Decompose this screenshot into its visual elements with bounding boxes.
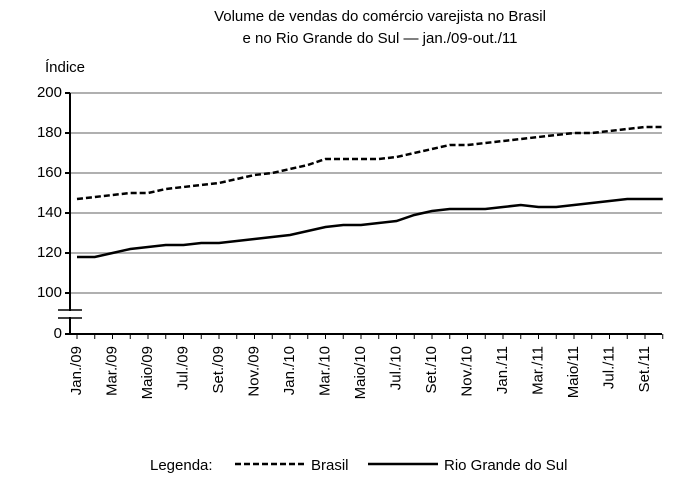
x-tick-label: Jan./10: [281, 346, 298, 395]
x-tick-label: Jan./09: [68, 346, 85, 395]
chart-title: Volume de vendas do comércio varejista n…: [214, 8, 546, 25]
x-tick-label: Jan./11: [494, 346, 511, 394]
axis-break-gap: [67, 311, 73, 317]
x-tick-label: Mar./09: [103, 346, 120, 396]
x-tick-label: Nov./10: [458, 346, 475, 397]
x-tick-label: Mar./10: [316, 346, 333, 396]
series-line: [77, 197, 663, 259]
y-tick-label: 120: [37, 244, 62, 261]
y-tick-label: 0: [54, 325, 62, 342]
x-tick-label: Jul./09: [174, 346, 191, 390]
y-tick-label: 140: [37, 204, 62, 221]
series-line: [76, 125, 663, 201]
y-axis-label: Índice: [45, 59, 85, 76]
x-tick-label: Set./10: [423, 346, 440, 394]
y-tick-label: 160: [37, 164, 62, 181]
x-tick-label: Mar./11: [529, 346, 546, 395]
legend-title: Legenda:: [150, 457, 213, 474]
x-tick-label: Maio/11: [565, 346, 582, 398]
y-tick-label: 200: [37, 84, 62, 101]
x-tick-label: Jul./11: [600, 346, 617, 389]
x-tick-label: Set./11: [636, 346, 653, 392]
x-tick-label: Maio/10: [352, 346, 369, 399]
x-tick-label: Maio/09: [139, 346, 156, 399]
x-tick-label: Jul./10: [387, 346, 404, 390]
x-tick-label: Set./09: [210, 346, 227, 394]
y-tick-label: 100: [37, 284, 62, 301]
chart-title: e no Rio Grande do Sul — jan./09-out./11: [243, 30, 518, 47]
legend-label: Rio Grande do Sul: [444, 457, 567, 474]
legend-label: Brasil: [311, 457, 349, 474]
y-tick-label: 180: [37, 124, 62, 141]
x-tick-label: Nov./09: [245, 346, 262, 397]
